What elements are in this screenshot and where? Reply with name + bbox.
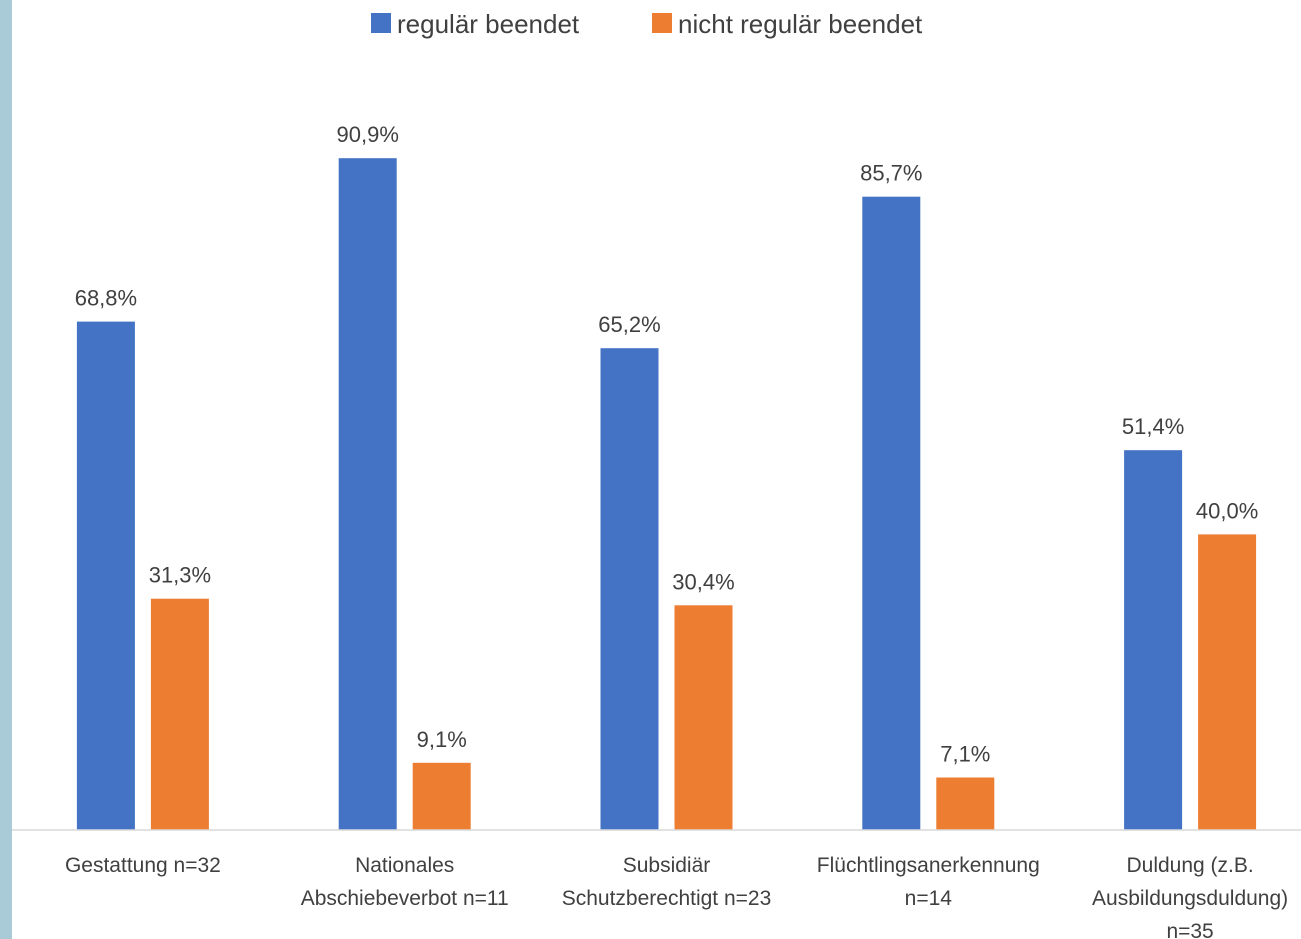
bar-regular-3: [862, 196, 921, 830]
category-label-2: Subsidiär Schutzberechtigt n=23: [562, 854, 772, 910]
legend-swatch-regular: [371, 13, 391, 33]
category-label-line: n=35: [1166, 920, 1213, 939]
data-label-not-regular-1: 9,1%: [417, 727, 467, 752]
data-label-not-regular-4: 40,0%: [1196, 498, 1258, 523]
legend-label-not-regular: nicht regulär beendet: [678, 9, 923, 39]
bar-regular-2: [600, 348, 659, 830]
category-label-0: Gestattung n=32: [65, 854, 221, 877]
category-labels-group: Gestattung n=32 Nationales Abschiebeverbot…: [65, 854, 1288, 939]
data-label-regular-3: 85,7%: [860, 161, 922, 186]
legend-label-regular: regulär beendet: [397, 9, 580, 39]
data-label-regular-4: 51,4%: [1122, 414, 1184, 439]
category-label-line: Ausbildungsduldung): [1092, 887, 1288, 910]
category-label-line: Subsidiär: [623, 854, 711, 877]
bar-not-regular-3: [936, 777, 995, 830]
data-label-not-regular-2: 30,4%: [672, 569, 734, 594]
data-label-not-regular-3: 7,1%: [940, 742, 990, 767]
bar-regular-0: [76, 321, 135, 830]
bar-not-regular-1: [412, 762, 471, 830]
data-label-regular-0: 68,8%: [75, 286, 137, 311]
data-label-regular-1: 90,9%: [337, 122, 399, 147]
data-label-not-regular-0: 31,3%: [149, 563, 211, 588]
category-label-line: Abschiebeverbot n=11: [301, 887, 509, 910]
category-label-3: Flüchtlingsanerkennung n=14: [817, 854, 1040, 910]
bar-not-regular-0: [150, 598, 209, 830]
legend: regulär beendet nicht regulär beendet: [371, 9, 923, 39]
category-label-1: Nationales Abschiebeverbot n=11: [301, 854, 509, 910]
bar-regular-1: [338, 158, 397, 830]
category-label-4: Duldung (z.B. Ausbildungsduldung) n=35: [1092, 854, 1288, 939]
bar-regular-4: [1124, 450, 1183, 830]
bars-group: [76, 158, 1257, 830]
category-label-line: Gestattung n=32: [65, 854, 221, 877]
bar-not-regular-2: [674, 605, 733, 830]
legend-swatch-not-regular: [652, 13, 672, 33]
category-label-line: Flüchtlingsanerkennung: [817, 854, 1040, 877]
data-labels-group: 68,8% 31,3% 90,9% 9,1% 65,2% 30,4% 85,7% 7,1% 51…: [75, 122, 1259, 766]
category-label-line: n=14: [905, 887, 953, 910]
data-label-regular-2: 65,2%: [598, 312, 660, 337]
category-label-line: Schutzberechtigt n=23: [562, 887, 772, 910]
left-border-strip: [0, 0, 12, 939]
category-label-line: Nationales: [355, 854, 454, 877]
category-label-line: Duldung (z.B.: [1126, 854, 1253, 877]
bar-not-regular-4: [1198, 534, 1257, 830]
